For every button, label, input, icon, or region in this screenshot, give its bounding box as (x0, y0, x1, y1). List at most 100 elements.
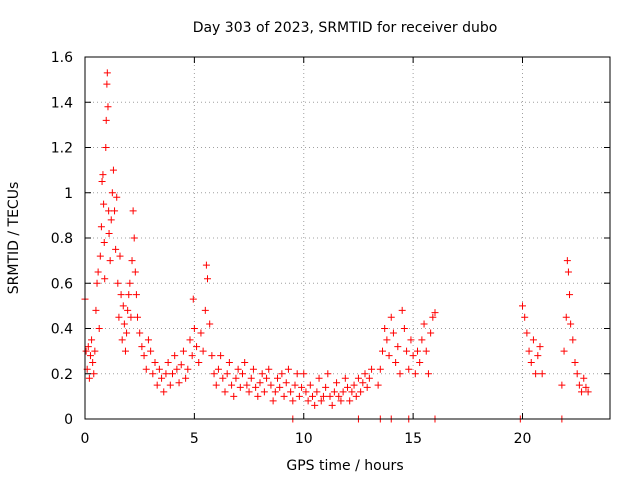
data-point (260, 388, 268, 396)
data-point (409, 352, 417, 360)
data-point (247, 374, 255, 382)
data-point (256, 379, 264, 387)
data-point (523, 329, 531, 337)
data-point (210, 370, 218, 378)
data-point (160, 388, 168, 396)
data-point (405, 365, 413, 373)
x-tick-label: 5 (190, 431, 199, 447)
data-point (387, 313, 395, 321)
data-point (127, 313, 135, 321)
data-point (582, 383, 590, 391)
data-point (575, 381, 583, 389)
data-point (328, 401, 336, 409)
data-point (326, 392, 334, 400)
data-point (202, 261, 210, 269)
data-point (396, 370, 404, 378)
data-point (276, 383, 284, 391)
data-point (96, 252, 104, 260)
data-point (302, 388, 310, 396)
data-point (376, 365, 384, 373)
y-axis-title: SRMTID / TECUs (6, 182, 22, 295)
data-point (217, 352, 225, 360)
data-point (223, 370, 231, 378)
data-point (333, 379, 341, 387)
data-point (186, 336, 194, 344)
data-point (108, 189, 116, 197)
data-point (86, 352, 94, 360)
data-point (123, 329, 131, 337)
data-point (411, 370, 419, 378)
data-point (204, 275, 211, 283)
data-point (158, 374, 166, 382)
data-points (81, 69, 592, 423)
data-point (249, 365, 257, 373)
data-point (212, 381, 220, 389)
data-point (102, 144, 110, 151)
data-point (381, 325, 389, 332)
data-point (239, 370, 246, 378)
data-point (219, 374, 227, 382)
y-tick-label: 0.8 (51, 231, 73, 247)
data-point (91, 347, 99, 355)
data-point (521, 313, 529, 321)
data-point (164, 358, 172, 366)
data-point (93, 279, 101, 287)
data-point (166, 381, 174, 389)
data-point (346, 397, 354, 405)
data-point (140, 352, 148, 360)
data-point (431, 309, 439, 317)
data-point (128, 257, 136, 265)
data-point (344, 383, 351, 391)
data-point (252, 383, 260, 391)
data-point (155, 365, 163, 373)
data-point (245, 388, 253, 396)
data-point (567, 320, 575, 328)
data-point (293, 370, 301, 378)
data-point (119, 302, 127, 310)
data-point (147, 347, 155, 355)
y-tick-label: 1 (64, 186, 73, 202)
data-point (241, 358, 249, 366)
data-point (573, 370, 581, 378)
data-point (337, 397, 345, 405)
data-point (394, 343, 402, 351)
data-point (427, 329, 435, 337)
data-point (234, 365, 242, 373)
data-point (571, 358, 579, 366)
data-point (330, 388, 338, 396)
data-point (230, 392, 238, 400)
data-point (114, 279, 122, 287)
data-point (120, 320, 128, 328)
data-point (99, 171, 107, 179)
data-point (109, 166, 117, 174)
data-point (424, 370, 432, 378)
data-point (569, 336, 577, 344)
data-point (304, 397, 312, 405)
data-point (153, 381, 161, 389)
data-point (269, 397, 277, 405)
data-point (90, 370, 98, 378)
data-point (82, 347, 90, 355)
data-point (580, 374, 588, 382)
data-point (313, 388, 321, 396)
data-point (525, 347, 533, 355)
y-tick-label: 0.2 (51, 367, 73, 383)
data-point (322, 383, 330, 391)
data-point (130, 234, 138, 242)
data-point (532, 370, 540, 378)
data-point (102, 116, 110, 124)
data-point (298, 383, 306, 391)
data-point (282, 379, 290, 387)
data-point (558, 381, 566, 389)
data-point (254, 392, 262, 400)
data-point (179, 347, 187, 355)
data-point (201, 306, 209, 314)
data-point (562, 313, 570, 321)
data-point (341, 374, 349, 382)
data-point (354, 374, 362, 382)
data-point (149, 370, 157, 378)
data-point (100, 200, 108, 208)
data-point (206, 320, 214, 328)
data-point (363, 383, 371, 391)
